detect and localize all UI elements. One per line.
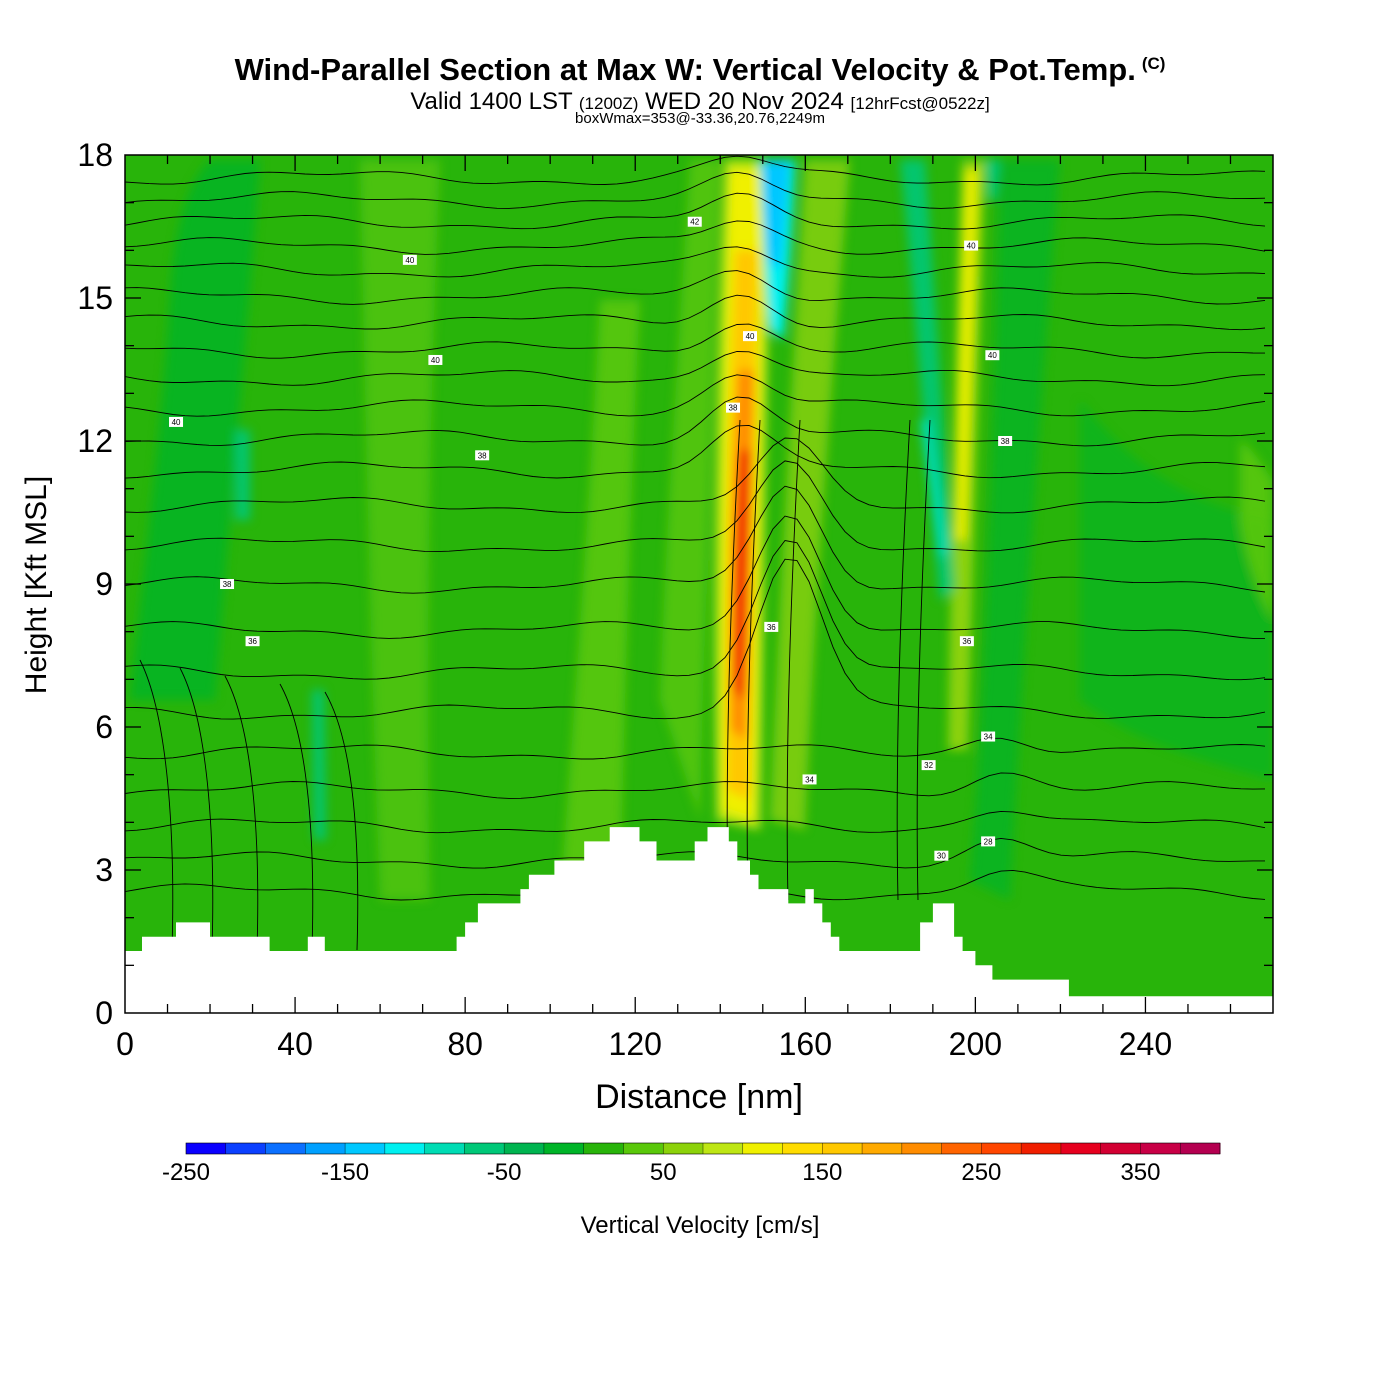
colorbar-swatch	[703, 1143, 744, 1154]
contour-label: 40	[431, 356, 440, 365]
colorbar-swatch	[782, 1143, 823, 1154]
chart-subtitle: Valid 1400 LST (1200Z) WED 20 Nov 2024 […	[410, 88, 990, 115]
y-tick-label: 9	[95, 566, 113, 602]
colorbar-swatch	[225, 1143, 267, 1154]
contour-label: 36	[767, 623, 776, 632]
colorbar-swatch	[862, 1143, 903, 1154]
colorbar-tick-label: 50	[650, 1159, 677, 1186]
colorbar-swatch	[981, 1143, 1022, 1154]
colorbar-swatch	[504, 1143, 545, 1154]
colorbar-swatch	[543, 1143, 585, 1154]
x-tick-label: 200	[949, 1026, 1002, 1062]
contour-label: 38	[729, 404, 738, 413]
x-tick-label: 240	[1119, 1026, 1172, 1062]
contour-label: 40	[746, 332, 755, 341]
copyright-mark: (C)	[1141, 53, 1166, 73]
colorbar-swatch	[305, 1143, 346, 1154]
contour-label: 32	[924, 761, 933, 770]
colorbar-tick-label: 250	[961, 1159, 1001, 1186]
colorbar-swatch	[663, 1143, 704, 1154]
x-axis: 0 40 80 120 160 200 240	[116, 155, 1232, 1062]
y-tick-label: 3	[95, 852, 113, 888]
colorbar-swatch	[742, 1143, 784, 1154]
colorbar-swatch	[901, 1143, 943, 1154]
colorbar-tick-label: 150	[802, 1159, 842, 1186]
x-tick-label: 40	[277, 1026, 313, 1062]
y-tick-label: 15	[77, 280, 113, 316]
colorbar-swatch	[1140, 1143, 1181, 1154]
colorbar-swatch	[464, 1143, 505, 1154]
x-axis-label: Distance [nm]	[595, 1078, 803, 1116]
y-tick-label: 18	[77, 137, 113, 173]
colorbar-tick-label: 350	[1120, 1159, 1160, 1186]
colorbar-swatch	[186, 1143, 227, 1154]
colorbar-label: Vertical Velocity [cm/s]	[581, 1212, 820, 1239]
contour-label: 28	[984, 837, 993, 846]
colorbar-swatch	[822, 1143, 863, 1154]
colorbar-swatch	[1100, 1143, 1141, 1154]
colorbar-tick-label: -250	[162, 1159, 210, 1186]
colorbar-swatch	[1060, 1143, 1102, 1154]
contour-label: 38	[478, 451, 487, 460]
y-tick-label: 0	[95, 995, 113, 1031]
colorbar-swatch	[623, 1143, 664, 1154]
colorbar-swatch	[1021, 1143, 1062, 1154]
contour-label: 36	[248, 637, 257, 646]
contour-label: 40	[405, 256, 414, 265]
colorbar-swatch	[583, 1143, 624, 1154]
contour-label: 36	[962, 637, 971, 646]
contour-label: 38	[223, 580, 232, 589]
x-tick-label: 120	[609, 1026, 662, 1062]
x-tick-label: 0	[116, 1026, 134, 1062]
chart-title: Wind-Parallel Section at Max W: Vertical…	[234, 52, 1166, 87]
terrain-mask	[125, 827, 1273, 1014]
colorbar-swatch	[265, 1143, 306, 1154]
contour-label: 34	[805, 775, 814, 784]
contour-labels: 40 40 40 38 38 36 42 40 38 36 34 40 40 38 36 34 32 30 28	[169, 216, 1013, 861]
colorbar-tick-label: -150	[321, 1159, 369, 1186]
contour-label: 30	[937, 852, 946, 861]
colorbar-swatch	[1180, 1143, 1221, 1154]
colorbar: -250 -150 -50 50 150 250 350	[162, 1142, 1221, 1186]
potential-temperature-contours	[125, 155, 1266, 951]
box-info: boxWmax=353@-33.36,20.76,2249m	[575, 110, 825, 127]
x-tick-label: 160	[779, 1026, 832, 1062]
y-tick-label: 12	[77, 423, 113, 459]
y-axis-label: Height [Kft MSL]	[20, 476, 53, 694]
y-tick-label: 6	[95, 709, 113, 745]
contour-label: 40	[988, 351, 997, 360]
contour-label: 34	[984, 733, 993, 742]
colorbar-swatch	[384, 1143, 426, 1154]
contour-label: 40	[172, 418, 181, 427]
colorbar-tick-label: -50	[487, 1159, 522, 1186]
contour-label: 42	[690, 218, 699, 227]
x-tick-label: 80	[447, 1026, 483, 1062]
colorbar-swatch	[941, 1143, 982, 1154]
contour-label: 38	[1001, 437, 1010, 446]
contour-label: 40	[967, 242, 976, 251]
colorbar-swatch	[345, 1143, 386, 1154]
colorbar-swatch	[424, 1143, 465, 1154]
